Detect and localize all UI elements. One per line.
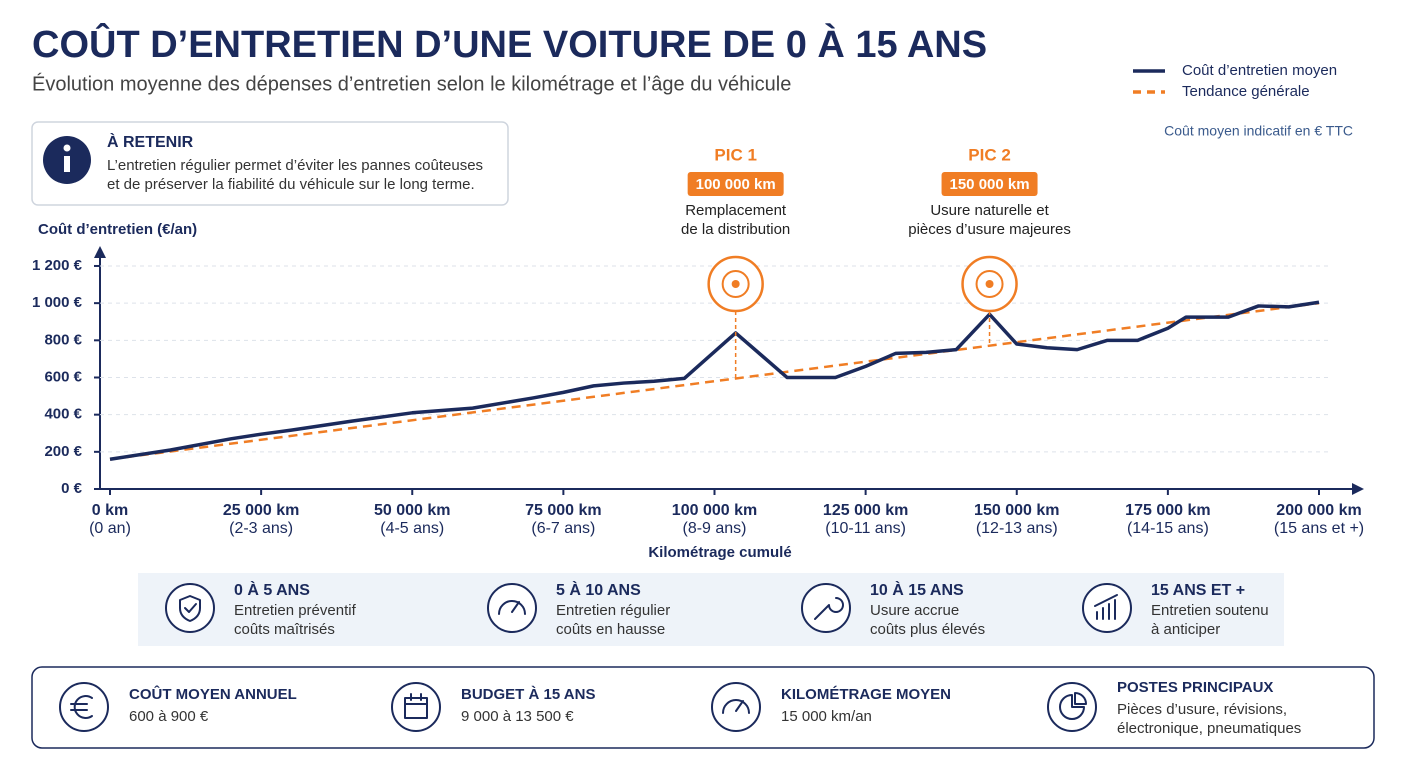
stats-box bbox=[31, 666, 1375, 749]
age-band-text: Entretien préventif bbox=[234, 602, 357, 619]
y-tick-label: 1 000 € bbox=[32, 294, 83, 311]
y-tick-label: 0 € bbox=[61, 480, 83, 497]
info-line: et de préserver la fiabilité du véhicule… bbox=[107, 176, 475, 193]
stat-title: POSTES PRINCIPAUX bbox=[1117, 679, 1273, 696]
x-axis-label: Kilométrage cumulé bbox=[648, 544, 791, 561]
x-tick-sublabel: (0 an) bbox=[89, 520, 131, 537]
stat-text: électronique, pneumatiques bbox=[1117, 720, 1301, 737]
y-tick-label: 1 200 € bbox=[32, 257, 83, 274]
annotation-badge-text: 100 000 km bbox=[696, 176, 776, 193]
y-tick-label: 800 € bbox=[44, 331, 82, 348]
age-band-text: Usure accrue bbox=[870, 602, 959, 619]
icon-glyph bbox=[404, 693, 428, 719]
series-line bbox=[109, 301, 1320, 461]
y-tick-label: 400 € bbox=[44, 406, 82, 423]
annotation-text: de la distribution bbox=[681, 221, 790, 238]
x-axis-arrow bbox=[1352, 483, 1364, 495]
icon-ring bbox=[391, 682, 441, 732]
age-band-text: coûts en hausse bbox=[556, 621, 665, 638]
info-icon-dot bbox=[63, 144, 71, 152]
age-band-text: à anticiper bbox=[1151, 621, 1220, 638]
subtitle: Évolution moyenne des dépenses d’entreti… bbox=[32, 72, 791, 95]
age-band-title: 15 ANS ET + bbox=[1151, 582, 1245, 599]
annotation-text: Remplacement bbox=[685, 202, 787, 219]
info-line: L’entretien régulier permet d’éviter les… bbox=[107, 157, 483, 174]
y-axis-arrow bbox=[94, 246, 106, 258]
x-tick-label: 100 000 km bbox=[672, 502, 757, 519]
x-tick-sublabel: (2-3 ans) bbox=[229, 520, 293, 537]
legend-label: Coût d’entretien moyen bbox=[1182, 62, 1337, 79]
icon-ring bbox=[165, 583, 215, 633]
age-band-text: coûts maîtrisés bbox=[234, 621, 335, 638]
annotation-icon-inner bbox=[975, 270, 1004, 298]
x-tick-label: 125 000 km bbox=[823, 502, 908, 519]
info-icon-bar bbox=[64, 156, 70, 172]
x-tick-sublabel: (4-5 ans) bbox=[380, 520, 444, 537]
y-tick-label: 200 € bbox=[44, 443, 82, 460]
y-tick-label: 600 € bbox=[44, 368, 82, 385]
series-line bbox=[109, 300, 1320, 461]
age-band-text: Entretien régulier bbox=[556, 602, 670, 619]
icon-glyph bbox=[1094, 594, 1118, 620]
stat-text: 600 à 900 € bbox=[129, 708, 209, 725]
x-tick-sublabel: (15 ans et +) bbox=[1274, 520, 1364, 537]
x-tick-label: 200 000 km bbox=[1276, 502, 1361, 519]
x-tick-label: 175 000 km bbox=[1125, 502, 1210, 519]
stat-text: 15 000 km/an bbox=[781, 708, 872, 725]
x-tick-sublabel: (14-15 ans) bbox=[1127, 520, 1209, 537]
annotation-icon-hub bbox=[731, 280, 740, 288]
annotation-text: pièces d’usure majeures bbox=[908, 221, 1071, 238]
stat-text: Pièces d’usure, révisions, bbox=[1117, 701, 1287, 718]
age-band-title: 0 À 5 ANS bbox=[234, 580, 310, 599]
icon-ring bbox=[1082, 583, 1132, 633]
icon-glyph bbox=[1059, 692, 1087, 720]
age-band-title: 5 À 10 ANS bbox=[556, 580, 641, 599]
info-box bbox=[31, 121, 509, 206]
icon-glyph bbox=[498, 600, 526, 615]
x-tick-sublabel: (8-9 ans) bbox=[682, 520, 746, 537]
x-tick-label: 150 000 km bbox=[974, 502, 1059, 519]
annotation-text: Usure naturelle et bbox=[930, 202, 1049, 219]
x-tick-sublabel: (10-11 ans) bbox=[825, 520, 906, 537]
annotation-title: PIC 2 bbox=[968, 145, 1011, 164]
y-axis-label: Coût d’entretien (€/an) bbox=[38, 221, 197, 238]
stat-title: COÛT MOYEN ANNUEL bbox=[129, 685, 297, 703]
x-tick-label: 50 000 km bbox=[374, 502, 451, 519]
x-tick-label: 75 000 km bbox=[525, 502, 602, 519]
icon-glyph bbox=[722, 699, 750, 714]
x-tick-sublabel: (12-13 ans) bbox=[976, 520, 1058, 537]
stat-text: 9 000 à 13 500 € bbox=[461, 708, 574, 725]
stat-title: KILOMÉTRAGE MOYEN bbox=[781, 686, 951, 703]
icon-ring bbox=[59, 682, 109, 732]
age-band-text: coûts plus élevés bbox=[870, 621, 985, 638]
x-tick-sublabel: (6-7 ans) bbox=[531, 520, 595, 537]
x-tick-label: 0 km bbox=[92, 502, 128, 519]
annotation-icon-hub bbox=[985, 280, 994, 288]
stat-title: BUDGET À 15 ANS bbox=[461, 686, 595, 703]
icon-ring bbox=[487, 583, 537, 633]
icon-glyph bbox=[179, 595, 201, 622]
title: COÛT D’ENTRETIEN D’UNE VOITURE DE 0 À 15… bbox=[32, 21, 987, 66]
info-title: À RETENIR bbox=[107, 132, 194, 151]
annotation-badge bbox=[941, 172, 1038, 196]
legend-label: Tendance générale bbox=[1182, 83, 1310, 100]
icon-glyph bbox=[814, 597, 844, 620]
annotation-title: PIC 1 bbox=[714, 145, 757, 164]
age-band-title: 10 À 15 ANS bbox=[870, 580, 964, 599]
note: Coût moyen indicatif en € TTC bbox=[1164, 123, 1353, 139]
annotation-icon-inner bbox=[721, 270, 750, 298]
icon-glyph bbox=[70, 695, 93, 719]
icon-ring bbox=[711, 682, 761, 732]
annotation-badge bbox=[687, 172, 784, 196]
annotation-badge-text: 150 000 km bbox=[950, 176, 1030, 193]
x-tick-label: 25 000 km bbox=[223, 502, 300, 519]
age-band-text: Entretien soutenu bbox=[1151, 602, 1269, 619]
